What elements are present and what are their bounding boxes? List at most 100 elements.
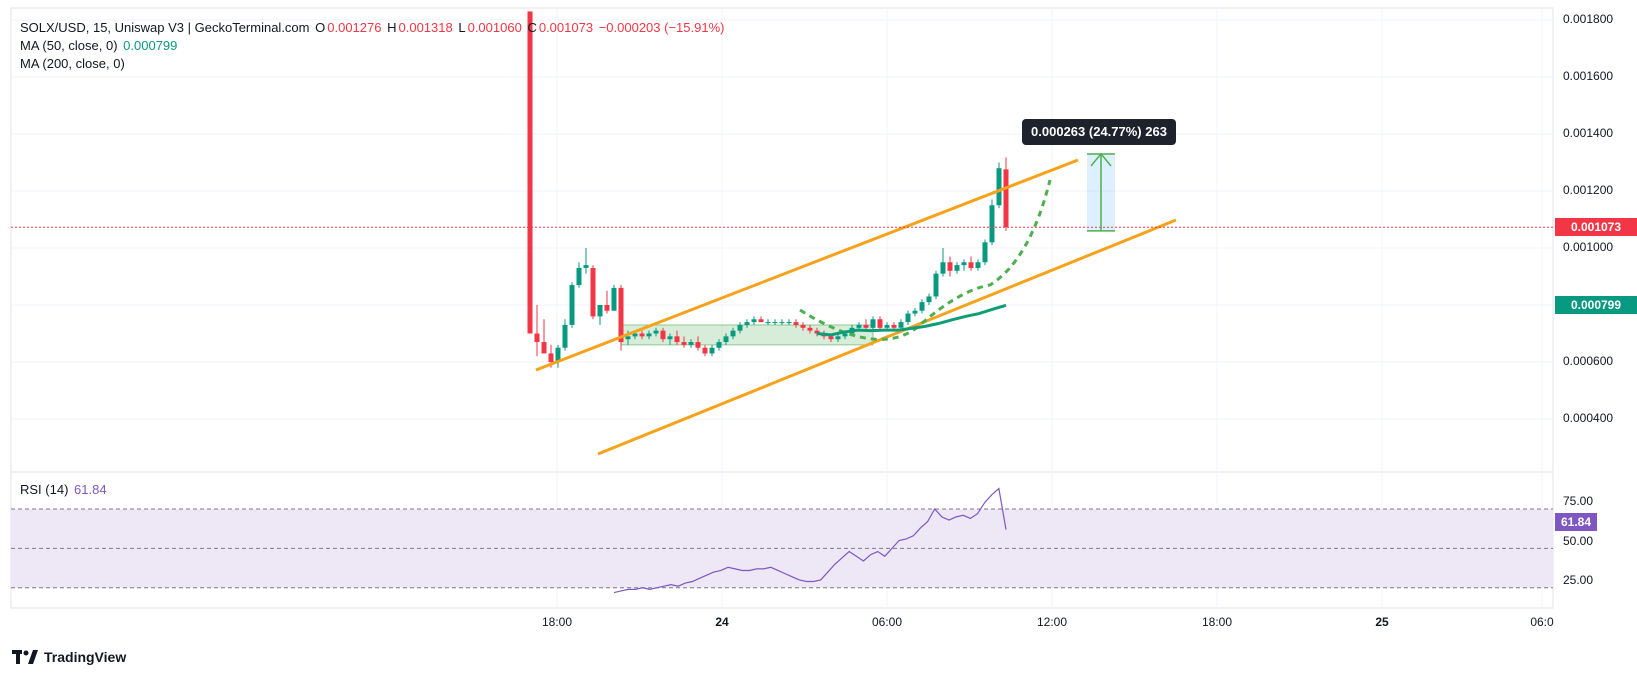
legend-open-value: 0.001276 bbox=[327, 20, 382, 35]
candle-body bbox=[905, 313, 911, 323]
candle-body bbox=[877, 319, 883, 328]
candle-body bbox=[975, 262, 981, 268]
candle-body bbox=[786, 322, 792, 324]
legend-close-label: C bbox=[527, 20, 537, 35]
legend-rsi-value: 61.84 bbox=[74, 482, 107, 497]
candle-body bbox=[919, 302, 925, 311]
candle-body bbox=[611, 287, 617, 311]
candle-body bbox=[583, 265, 589, 268]
branding-text: TradingView bbox=[44, 649, 127, 665]
rsi-line bbox=[613, 487, 1007, 594]
candle-body bbox=[947, 262, 953, 271]
candle-body bbox=[562, 324, 568, 348]
candle-body bbox=[646, 333, 652, 337]
price-tick: 0.000400 bbox=[1563, 411, 1614, 425]
chart-legend-ohlc: SOLX/USD, 15, Uniswap V3 | GeckoTerminal… bbox=[20, 20, 726, 36]
candle-body bbox=[842, 333, 848, 337]
candle-body bbox=[534, 333, 540, 343]
candle-body bbox=[695, 342, 701, 348]
candle-body bbox=[632, 333, 638, 337]
candle-body bbox=[793, 322, 799, 325]
price-tick: 0.001000 bbox=[1563, 240, 1614, 254]
legend-high-label: H bbox=[387, 20, 397, 35]
candle-body bbox=[800, 324, 806, 328]
rsi-tick: 50.00 bbox=[1563, 534, 1594, 548]
price-tick: 0.001600 bbox=[1563, 69, 1614, 83]
candle-body bbox=[891, 324, 897, 328]
candle-body bbox=[863, 324, 869, 328]
candle-body bbox=[1003, 169, 1009, 228]
candle-body bbox=[751, 319, 757, 323]
candle-body bbox=[954, 265, 960, 271]
price-tick: 0.001200 bbox=[1563, 183, 1614, 197]
time-tick: 06:0 bbox=[1530, 615, 1554, 629]
candle-body bbox=[765, 322, 771, 324]
candle-body bbox=[898, 322, 904, 328]
candle-body bbox=[730, 330, 736, 337]
legend-low-label: L bbox=[458, 20, 466, 35]
candle-body bbox=[597, 305, 603, 317]
candle-body bbox=[737, 324, 743, 331]
candle-body bbox=[660, 330, 666, 340]
candle-body bbox=[807, 327, 813, 331]
candle-body bbox=[828, 336, 834, 340]
candle-body bbox=[576, 267, 582, 286]
candle-body bbox=[744, 322, 750, 325]
rsi-tick: 75.00 bbox=[1563, 494, 1594, 508]
rsi-current-tag: 61.84 bbox=[1555, 513, 1597, 531]
time-tick: 18:00 bbox=[541, 615, 573, 629]
candle-body bbox=[723, 336, 729, 343]
candle-body bbox=[527, 11, 533, 334]
price-tick: 0.001800 bbox=[1563, 12, 1614, 26]
legend-ma200-label: MA (200, close, 0) bbox=[20, 56, 125, 71]
legend-ma200[interactable]: MA (200, close, 0) bbox=[20, 56, 127, 72]
current-price-tag: 0.001073 bbox=[1555, 218, 1637, 236]
candle-body bbox=[618, 287, 624, 343]
legend-ma50-label: MA (50, close, 0) bbox=[20, 38, 118, 53]
legend-ma50[interactable]: MA (50, close, 0) 0.000799 bbox=[20, 38, 179, 54]
candle-body bbox=[870, 319, 876, 328]
candle-body bbox=[541, 342, 547, 354]
tradingview-logo-icon bbox=[12, 650, 38, 664]
legend-close-value: 0.001073 bbox=[538, 20, 594, 35]
candle-body bbox=[674, 336, 680, 343]
candle-body bbox=[590, 267, 596, 317]
tradingview-logo[interactable]: TradingView bbox=[12, 649, 126, 665]
candle-body bbox=[926, 296, 932, 303]
candle-body bbox=[604, 305, 610, 311]
candle-body bbox=[667, 336, 673, 340]
candle-body bbox=[779, 322, 785, 324]
time-tick: 25 bbox=[1375, 615, 1389, 629]
legend-change: −0.000203 (−15.91%) bbox=[598, 20, 725, 35]
candle-body bbox=[625, 336, 631, 340]
time-tick: 18:00 bbox=[1201, 615, 1233, 629]
candle-body bbox=[716, 342, 722, 348]
legend-ma50-value: 0.000799 bbox=[123, 38, 178, 53]
candle-body bbox=[709, 347, 715, 354]
candle-body bbox=[884, 324, 890, 328]
price-tick: 0.001400 bbox=[1563, 126, 1614, 140]
legend-high-value: 0.001318 bbox=[398, 20, 453, 35]
measure-arrow-head bbox=[1090, 152, 1112, 167]
candle-body bbox=[996, 168, 1002, 206]
candle-body bbox=[968, 262, 974, 268]
channel-upper-line bbox=[535, 158, 1079, 372]
candle-body bbox=[702, 347, 708, 354]
measure-tooltip: 0.000263 (24.77%) 263 bbox=[1022, 119, 1176, 145]
rsi-tick: 25.00 bbox=[1563, 573, 1594, 587]
time-tick: 12:00 bbox=[1036, 615, 1068, 629]
candle-body bbox=[681, 342, 687, 345]
price-tick: 0.000600 bbox=[1563, 354, 1614, 368]
candle-body bbox=[856, 324, 862, 328]
candle-body bbox=[814, 330, 820, 334]
time-tick: 24 bbox=[715, 615, 729, 629]
candle-body bbox=[548, 353, 554, 362]
candle-body bbox=[940, 262, 946, 274]
ma50-price-tag: 0.000799 bbox=[1555, 296, 1637, 314]
chart-border bbox=[10, 7, 1554, 609]
candle-body bbox=[555, 347, 561, 362]
candle-body bbox=[982, 242, 988, 263]
legend-rsi[interactable]: RSI (14) 61.84 bbox=[20, 482, 109, 498]
candle-body bbox=[961, 262, 967, 266]
